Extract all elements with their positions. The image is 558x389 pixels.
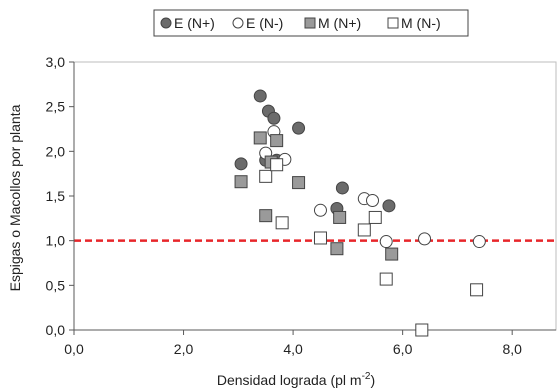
data-point	[259, 169, 273, 183]
series-mn-	[259, 158, 484, 337]
data-point	[313, 231, 327, 245]
data-point	[234, 175, 248, 189]
y-tick-label: 1,5	[46, 188, 66, 204]
y-axis: 0,0 0,5 1,0 1,5 2,0 2,5 3,0	[46, 54, 75, 338]
data-point	[330, 242, 344, 256]
y-axis-label: Espigas o Macollos por planta	[7, 104, 23, 291]
legend-label: M (N+)	[318, 15, 361, 31]
y-tick-label: 0,5	[46, 277, 66, 293]
legend: E (N+) E (N-) M (N+) M (N-)	[153, 9, 469, 37]
data-point	[267, 111, 281, 125]
data-point	[379, 272, 393, 286]
data-point	[313, 203, 327, 217]
data-point	[270, 134, 284, 148]
data-point	[415, 323, 429, 337]
data-point	[379, 235, 393, 249]
plot-area	[73, 61, 557, 331]
x-tick-label: 6,0	[393, 341, 413, 357]
data-point	[382, 199, 396, 213]
data-point	[270, 158, 284, 172]
y-tick-label: 2,0	[46, 143, 66, 159]
data-point	[292, 121, 306, 135]
x-axis-label-close: )	[370, 372, 375, 388]
legend-label: E (N+)	[174, 15, 215, 31]
x-axis-label: Densidad lograda (pl m-2)	[217, 371, 375, 388]
data-point	[357, 223, 371, 237]
legend-marker	[232, 17, 244, 29]
data-point	[366, 193, 380, 207]
y-tick-label: 1,0	[46, 233, 66, 249]
data-point	[335, 181, 349, 195]
x-tick-label: 2,0	[174, 341, 194, 357]
x-tick-label: 8,0	[502, 341, 522, 357]
data-point	[368, 210, 382, 224]
data-point	[472, 235, 486, 249]
x-tick-label: 4,0	[283, 341, 303, 357]
x-axis: 0,0 2,0 4,0 6,0 8,0	[64, 329, 556, 357]
data-point	[418, 232, 432, 246]
x-axis-label-superscript: -2	[362, 371, 371, 382]
y-tick-label: 0,0	[46, 322, 66, 338]
data-point	[333, 210, 347, 224]
data-point	[253, 89, 267, 103]
legend-label: E (N-)	[246, 15, 283, 31]
y-tick-label: 2,5	[46, 99, 66, 115]
data-points	[234, 89, 486, 337]
x-axis-label-main: Densidad lograda (pl m	[217, 372, 362, 388]
plot-frame	[73, 61, 557, 331]
legend-marker	[160, 17, 172, 29]
data-point	[470, 283, 484, 297]
data-point	[253, 131, 267, 145]
data-point	[385, 247, 399, 261]
legend-label: M (N-)	[401, 15, 441, 31]
data-point	[259, 209, 273, 223]
x-tick-label: 0,0	[64, 341, 84, 357]
data-point	[292, 176, 306, 190]
legend-marker	[304, 17, 316, 29]
data-point	[275, 216, 289, 230]
legend-marker	[387, 17, 399, 29]
data-point	[234, 157, 248, 171]
y-tick-label: 3,0	[46, 54, 66, 70]
